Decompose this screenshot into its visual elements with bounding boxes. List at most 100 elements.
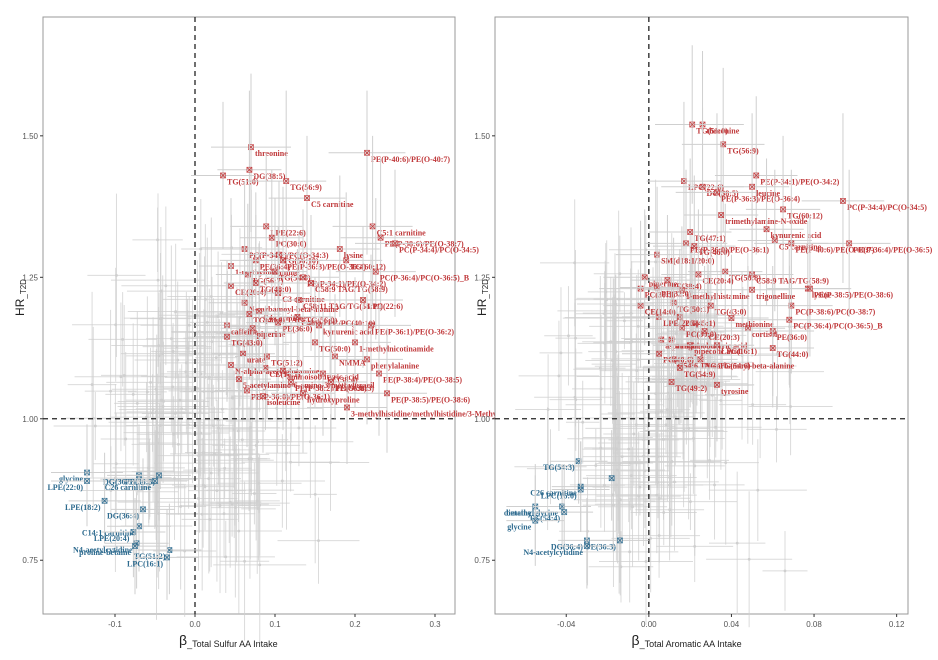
point-label: LPC(16:0) [541,492,577,501]
point-marker [294,314,301,320]
point-marker [289,460,293,464]
background-point [664,375,725,556]
point-label: piperine [649,279,678,288]
point-marker [164,284,168,288]
data-point: PC(P-36:4)/PC(O-36:5)_B [335,198,470,340]
background-point [723,273,797,459]
point-marker [559,351,563,355]
data-point: TG(46:0) [652,175,736,317]
point-marker [122,373,126,377]
background-point [100,351,151,526]
point-marker [668,508,672,512]
x-axis-title-sub: _Total Sulfur AA Intake [186,639,278,649]
point-marker [152,478,158,484]
point-label: cortisol [752,330,778,339]
point-label: PC(30:0) [276,240,307,249]
point-marker [240,438,244,442]
data-point: TG(56:10) [247,181,319,329]
point-marker [220,311,223,315]
data-point: PC(P-36:4)/PC(O-36:5)_B [747,249,883,385]
point-marker [296,297,302,303]
background-point [572,315,631,463]
point-marker [714,189,720,196]
background-point [155,423,207,590]
point-marker [203,376,207,379]
point-marker [719,399,723,402]
point-marker [228,500,232,504]
positive-points: threoninePE(P-40:6)/PE(O-40:7)DG(38:5)TG… [191,73,529,465]
point-marker [644,560,648,563]
point-marker [177,442,180,446]
background-point [152,341,225,509]
point-label: PE(38:4) [671,282,702,291]
point-marker-x [352,339,358,346]
point-marker [662,349,666,353]
point-marker [171,385,175,389]
data-point: TG(49:2) [634,322,709,436]
point-marker-x [156,472,162,479]
point-label: 1-methylhistamine [235,268,299,277]
background-point [93,412,140,515]
point-marker [631,505,634,509]
point-label: 1-methylnicotinamide [359,344,434,353]
point-marker [532,517,539,524]
point-marker [617,537,623,544]
data-point: isoleucine [231,333,301,453]
point-label: PE(36:0) [777,333,808,342]
point-label: betaine [506,508,531,517]
background-point [159,260,236,371]
point-marker [237,529,241,533]
point-marker [235,330,239,334]
point-label: TG(43:0) [715,308,747,317]
point-marker [369,223,376,230]
point-marker [775,427,778,431]
background-point [265,376,308,530]
point-marker [121,337,125,341]
point-marker-x [260,393,266,399]
point-marker-x [364,150,370,156]
point-label: kynurenic acid [771,231,822,240]
point-label: LPE(22:6) [270,228,306,237]
point-marker-x [728,315,735,321]
point-label: glycine [507,523,531,532]
point-marker [140,506,146,513]
data-point: phenylalanine [331,294,419,425]
data-point: PE(P-36:3)/PE(O-36:4) [675,113,800,272]
x-tick-label: -0.04 [557,620,576,629]
point-label: LPC(22:6) [688,183,724,192]
data-point: TG(60:12) [745,135,823,283]
point-marker [846,240,853,247]
point-marker-x [608,475,615,481]
data-point: PC(P-34:4)/PC(O-34:5) [355,169,479,317]
point-marker [603,309,607,313]
background-point [199,436,262,568]
point-marker-x [249,325,256,332]
point-label: proline-betaine [79,548,131,557]
point-marker [187,423,190,427]
point-label: C5 carnitine [311,200,354,209]
point-marker [695,271,702,278]
point-marker [246,311,253,317]
point-marker [372,268,379,275]
point-label: PE(P-36:0)/PE(O-36:1) [690,245,769,254]
point-marker-x [373,268,379,275]
point-marker [101,497,108,504]
point-label: PE(P-36:3)/PE(O-36:4) [287,262,366,271]
point-marker-x [780,206,786,213]
x-tick-label: -0.1 [108,620,122,629]
point-label: PE(P-36:4)/PE(O-36:5) [853,245,932,254]
point-marker [224,555,228,559]
point-marker [178,398,182,402]
point-marker-x [246,167,253,173]
point-marker-x [699,183,706,190]
point-marker [656,480,660,484]
point-marker [280,367,286,374]
data-point: PE(P-38:5)/PE(O-38:6) [347,328,470,453]
data-point: PE(36:3) [586,497,649,583]
point-marker [668,379,675,385]
point-marker-x [656,350,662,357]
point-label: TG(51:0) [227,177,259,186]
point-marker [392,240,398,247]
point-marker [90,383,94,386]
